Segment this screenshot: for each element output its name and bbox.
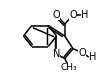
Text: O: O — [52, 10, 60, 20]
Text: CH₃: CH₃ — [60, 63, 77, 72]
Text: O: O — [69, 10, 76, 20]
Text: O: O — [78, 47, 85, 58]
Text: N: N — [52, 49, 60, 59]
Text: H: H — [81, 10, 88, 20]
Text: H: H — [88, 52, 95, 62]
